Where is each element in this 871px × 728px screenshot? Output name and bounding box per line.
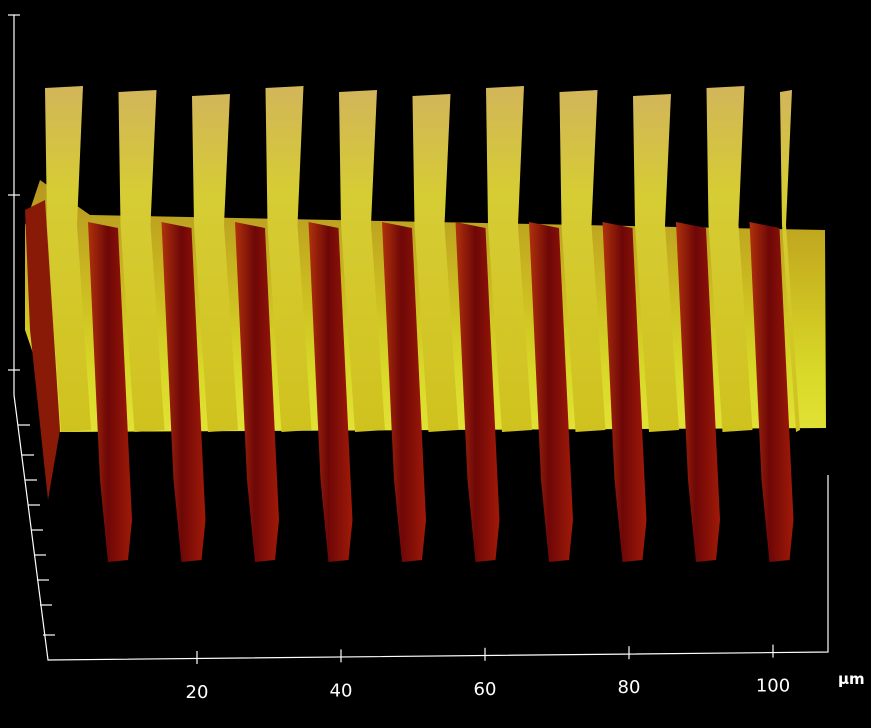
surface-ridge <box>633 94 679 432</box>
surface-ridge <box>486 86 532 432</box>
surface-groove <box>161 222 206 562</box>
surface-ridge <box>780 90 800 432</box>
surface-ridge <box>706 86 753 432</box>
surface-ridge <box>339 90 385 432</box>
x-tick-label: 40 <box>330 680 353 701</box>
surface-groove <box>382 222 426 562</box>
x-tick-label: 80 <box>618 677 641 698</box>
surface-groove <box>88 222 132 562</box>
x-tick-label: 20 <box>186 682 209 703</box>
surface <box>25 86 826 562</box>
surface-groove <box>602 222 647 562</box>
surface-groove <box>529 222 573 562</box>
axes <box>8 14 829 661</box>
surface-groove <box>308 222 353 562</box>
x-tick-label: 60 <box>474 679 497 700</box>
surface-edge <box>25 200 60 500</box>
x-tick-label: 100 <box>756 676 790 697</box>
surface-ridge <box>45 86 91 432</box>
surface-ridge <box>118 90 165 432</box>
axis-unit: μm <box>838 670 865 688</box>
surface-ridge <box>265 86 312 432</box>
surface-ridge <box>412 94 459 432</box>
surface-groove <box>676 222 720 562</box>
surface-groove <box>235 222 279 562</box>
surface-ridge <box>559 90 606 432</box>
surface-groove <box>455 222 500 562</box>
surface-groove <box>749 222 794 562</box>
axis-frame <box>13 15 829 661</box>
surface-ridge <box>192 94 238 432</box>
